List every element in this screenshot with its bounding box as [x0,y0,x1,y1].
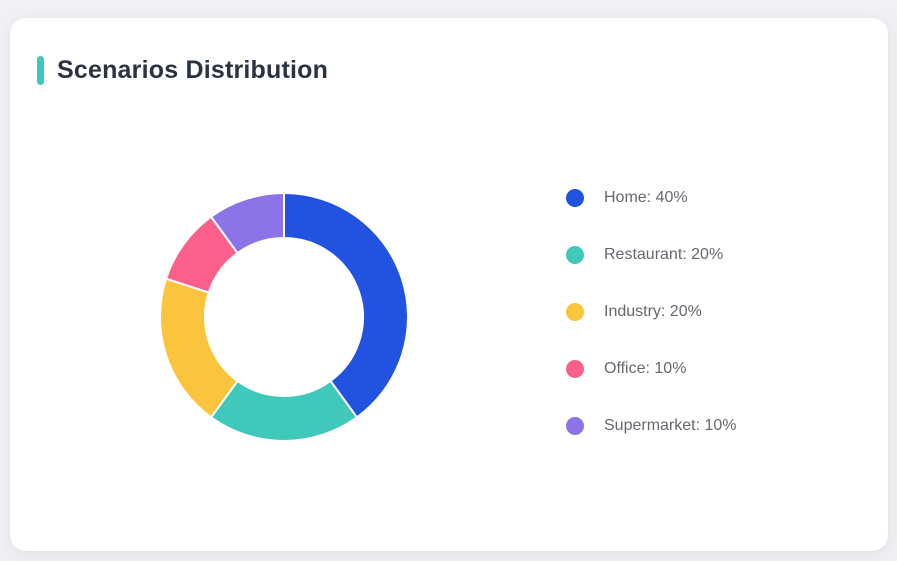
legend-item-restaurant[interactable]: Restaurant: 20% [566,243,737,267]
legend-dot-industry [566,303,584,321]
title-accent-bar [37,55,44,85]
legend-dot-office [566,360,584,378]
legend-dot-supermarket [566,417,584,435]
scenarios-distribution-card: Scenarios Distribution Home: 40% Restaura… [10,18,888,551]
card-title: Scenarios Distribution [57,56,329,84]
legend-item-office[interactable]: Office: 10% [566,357,737,381]
legend-item-home[interactable]: Home: 40% [566,186,737,210]
donut-segment-supermarket[interactable] [210,192,285,255]
chart-legend: Home: 40% Restaurant: 20% Industry: 20% Off… [566,186,737,438]
legend-label-home: Home: 40% [604,189,688,206]
legend-dot-restaurant [566,246,584,264]
legend-dot-home [566,189,584,207]
donut-segment-industry[interactable] [159,277,239,419]
legend-label-supermarket: Supermarket: 10% [604,417,737,434]
donut-segment-home[interactable] [283,192,409,419]
donut-segment-restaurant[interactable] [210,379,358,442]
donut-chart-svg[interactable] [144,177,424,457]
donut-chart [144,177,424,457]
legend-item-industry[interactable]: Industry: 20% [566,300,737,324]
card-header: Scenarios Distribution [37,55,328,85]
legend-label-industry: Industry: 20% [604,303,702,320]
legend-label-restaurant: Restaurant: 20% [604,246,724,263]
legend-item-supermarket[interactable]: Supermarket: 10% [566,414,737,438]
legend-label-office: Office: 10% [604,360,687,377]
